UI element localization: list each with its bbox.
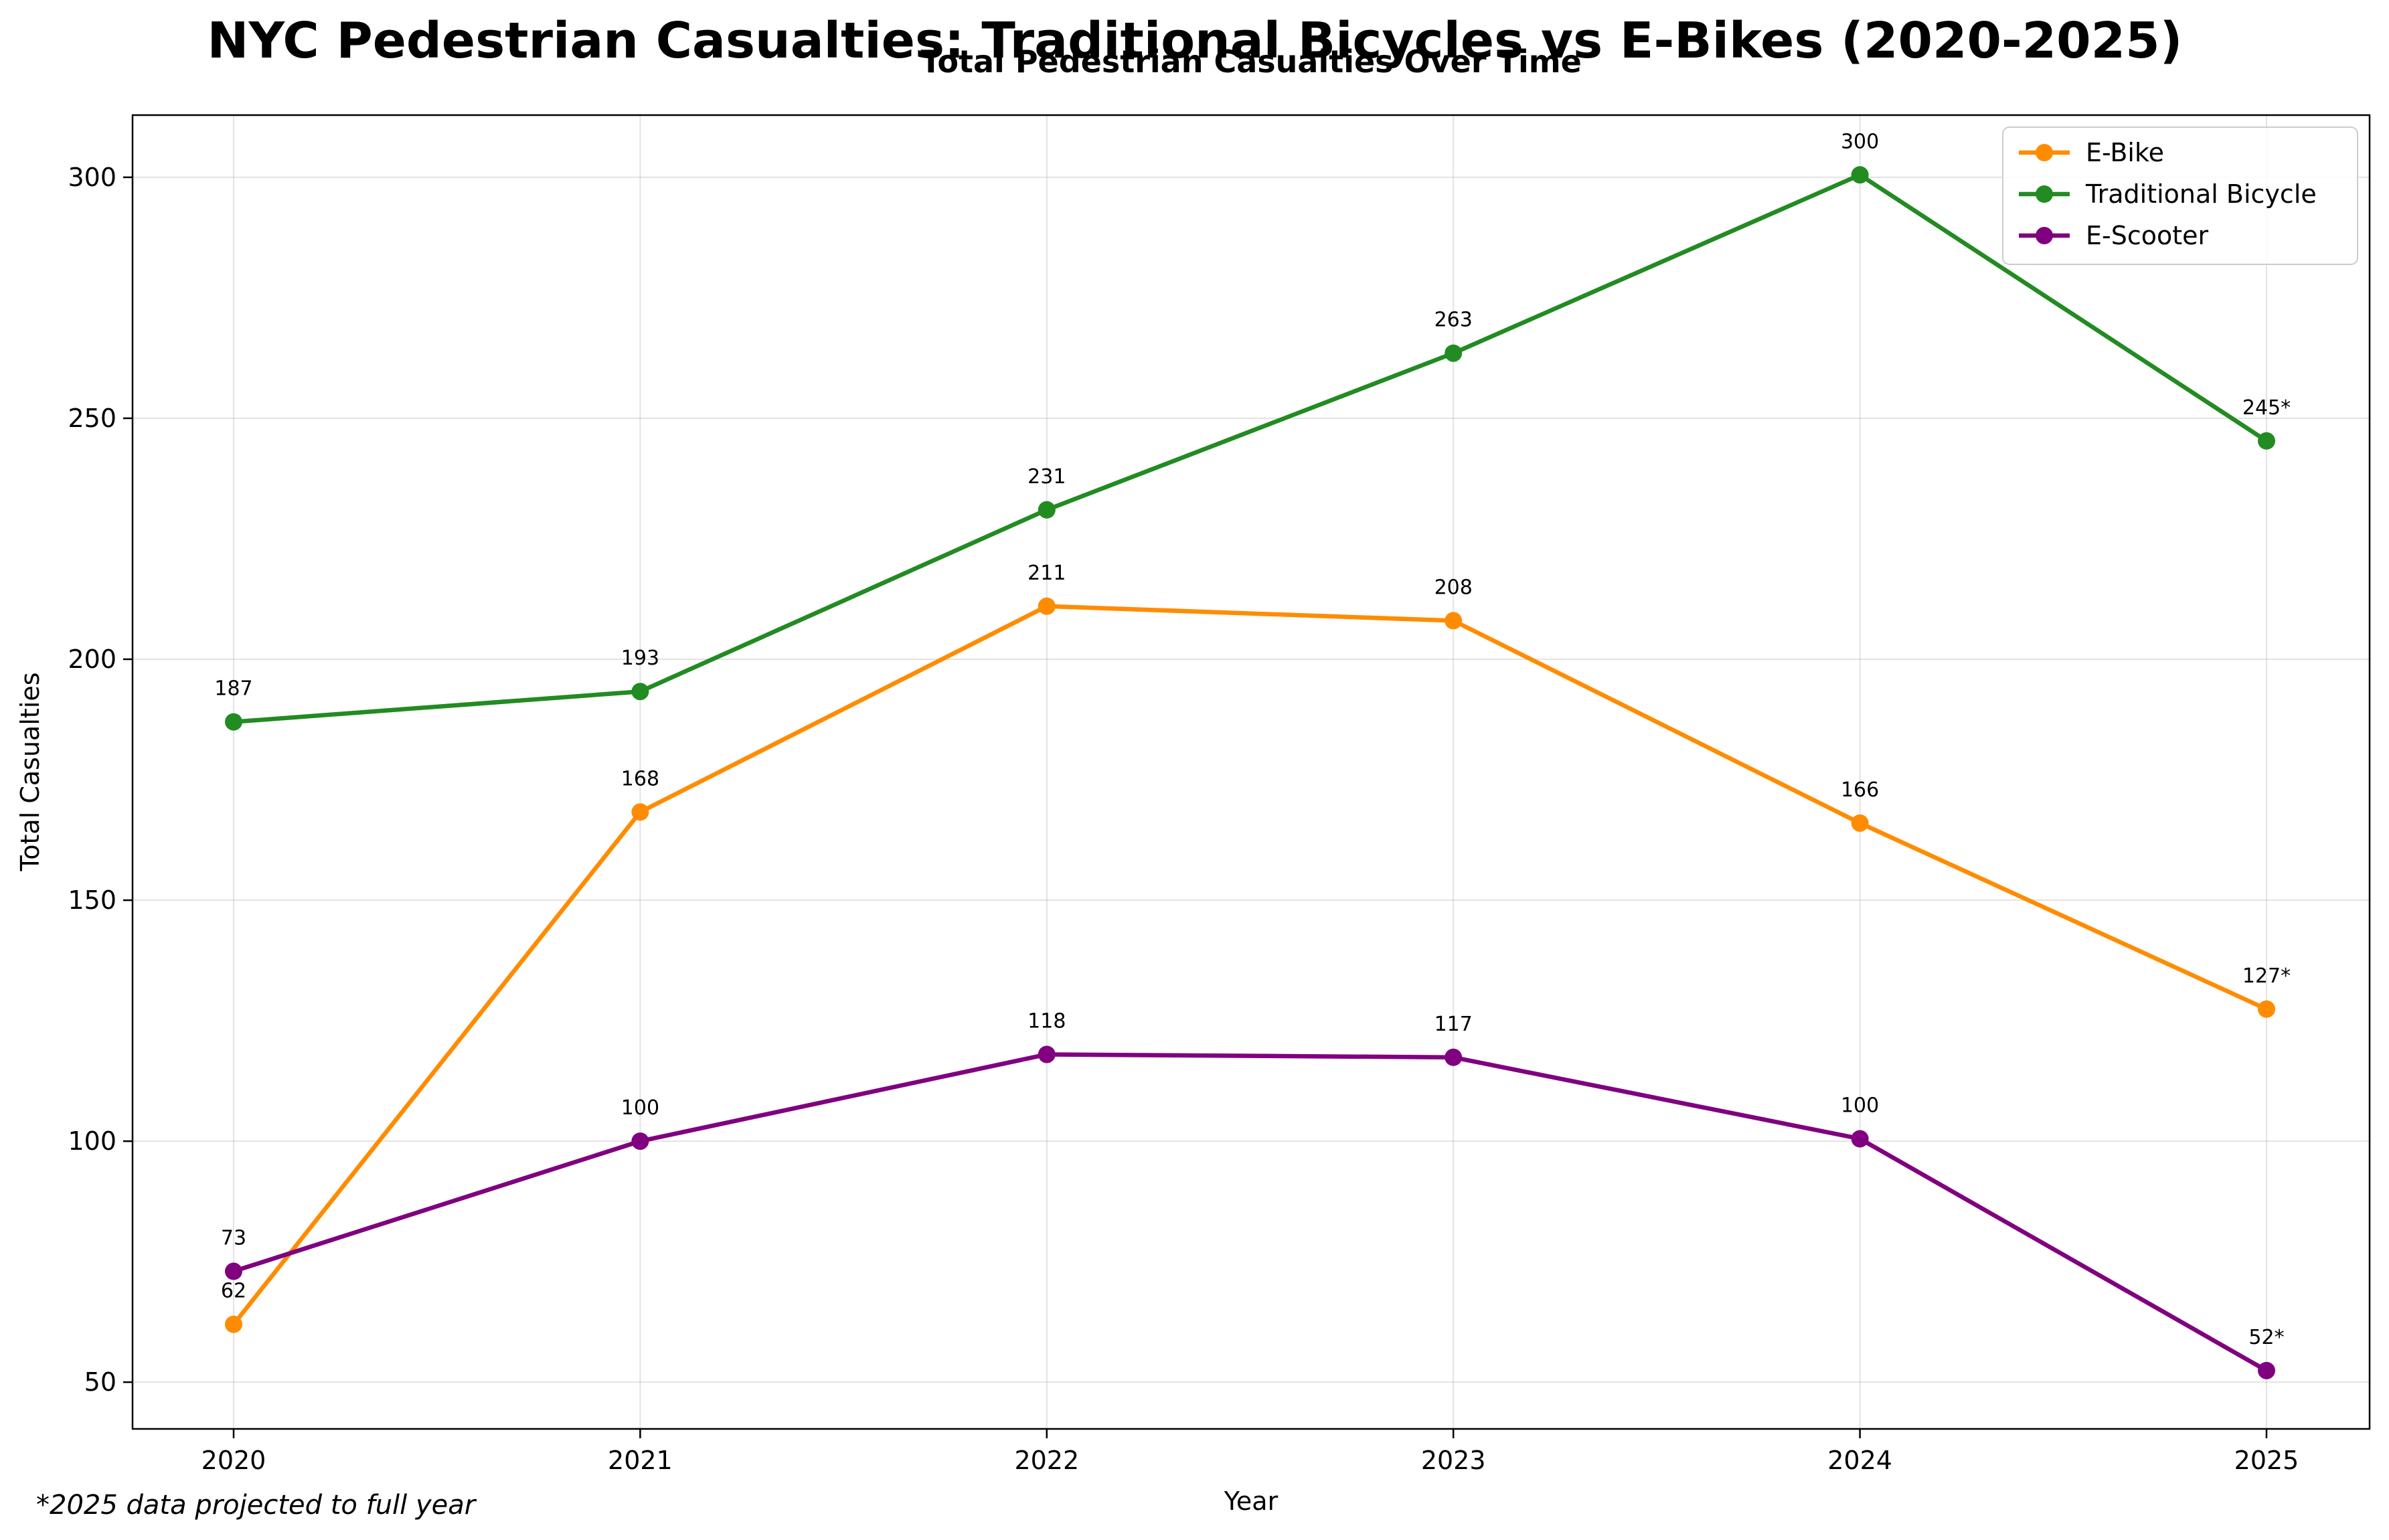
data-point-e-bike <box>1038 597 1056 615</box>
y-tick-label: 100 <box>68 1126 116 1156</box>
data-label-e-bike: 127* <box>2242 964 2291 988</box>
data-label-e-scooter: 100 <box>621 1096 659 1120</box>
chart-title: NYC Pedestrian Casualties: Traditional B… <box>208 12 2183 70</box>
legend: E-Bike Traditional Bicycle E-Scooter <box>2002 126 2358 265</box>
data-point-traditional-bicycle <box>225 713 242 731</box>
data-label-traditional-bicycle: 300 <box>1841 130 1879 153</box>
data-label-e-scooter: 52* <box>2248 1326 2284 1349</box>
data-point-e-scooter <box>631 1132 649 1150</box>
data-point-traditional-bicycle <box>2258 432 2275 450</box>
series-layer <box>225 166 2275 1379</box>
legend-label-traditional-bicycle: Traditional Bicycle <box>2085 179 2317 209</box>
data-point-e-bike <box>2258 1000 2275 1018</box>
data-label-traditional-bicycle: 193 <box>621 647 659 670</box>
data-point-e-bike <box>1851 814 1869 832</box>
data-point-e-scooter <box>1851 1130 1869 1148</box>
series-line-e-scooter <box>231 1052 2269 1373</box>
data-label-e-scooter: 73 <box>221 1227 246 1250</box>
data-point-traditional-bicycle <box>1445 344 1463 362</box>
data-label-e-bike: 62 <box>221 1280 246 1303</box>
y-tick-label: 300 <box>68 163 116 192</box>
x-tick-label: 2024 <box>1827 1446 1892 1475</box>
data-point-e-bike <box>225 1315 242 1333</box>
data-point-traditional-bicycle <box>631 683 649 701</box>
data-point-e-bike <box>1445 612 1463 630</box>
y-axis-label: Total Casualties <box>15 672 45 871</box>
data-label-e-bike: 168 <box>621 767 659 790</box>
y-tick-label: 50 <box>84 1367 116 1397</box>
legend-items: E-Bike Traditional Bicycle E-Scooter <box>2019 138 2317 250</box>
x-tick-label: 2021 <box>608 1446 673 1475</box>
data-label-traditional-bicycle: 187 <box>214 677 252 701</box>
x-tick-label: 2025 <box>2234 1446 2299 1475</box>
data-label-e-bike: 211 <box>1027 562 1066 585</box>
legend-box <box>2002 126 2358 265</box>
footnote: *2025 data projected to full year <box>36 1490 477 1521</box>
data-point-traditional-bicycle <box>1038 501 1056 519</box>
x-tick-label: 2022 <box>1014 1446 1079 1475</box>
data-label-e-scooter: 118 <box>1027 1009 1066 1033</box>
series-line-e-bike <box>231 604 2269 1327</box>
tick-layer: 2020 2021 2022 2023 2024 2025 50 100 150 200 250 30… <box>68 163 2299 1475</box>
x-tick-label: 2020 <box>201 1446 266 1475</box>
x-axis-label: Year <box>1224 1486 1279 1516</box>
data-point-e-scooter <box>2258 1361 2275 1379</box>
y-tick-label: 150 <box>68 885 116 915</box>
grid-layer <box>133 115 2370 1429</box>
data-point-e-scooter <box>1038 1045 1056 1063</box>
data-label-traditional-bicycle: 245* <box>2242 396 2291 420</box>
data-label-e-bike: 166 <box>1841 778 1879 802</box>
legend-label-e-scooter: E-Scooter <box>2086 221 2209 250</box>
legend-swatch-marker-e-bike <box>2036 144 2053 161</box>
legend-swatch-marker-e-scooter <box>2036 227 2053 244</box>
chart-subtitle: Total Pedestrian Casualties Over Time <box>920 44 1582 80</box>
legend-swatch-marker-traditional-bicycle <box>2036 185 2053 203</box>
data-point-traditional-bicycle <box>1851 166 1869 184</box>
label-layer: 62 168 211 208 166 127* 187 193 231 263 300 245* 73 1… <box>214 130 2291 1349</box>
data-point-e-scooter <box>1445 1048 1463 1066</box>
data-point-e-scooter <box>225 1262 242 1280</box>
legend-label-e-bike: E-Bike <box>2086 138 2164 167</box>
data-label-e-scooter: 117 <box>1434 1013 1473 1036</box>
data-label-e-scooter: 100 <box>1841 1094 1879 1117</box>
series-line-traditional-bicycle <box>231 173 2269 724</box>
plot-frame <box>131 114 2371 1430</box>
y-tick-label: 250 <box>68 404 116 433</box>
data-point-e-bike <box>631 803 649 821</box>
data-label-traditional-bicycle: 263 <box>1434 309 1473 332</box>
y-tick-label: 200 <box>68 645 116 674</box>
x-tick-label: 2023 <box>1421 1446 1486 1475</box>
data-label-traditional-bicycle: 231 <box>1027 465 1066 489</box>
data-label-e-bike: 208 <box>1434 576 1473 599</box>
